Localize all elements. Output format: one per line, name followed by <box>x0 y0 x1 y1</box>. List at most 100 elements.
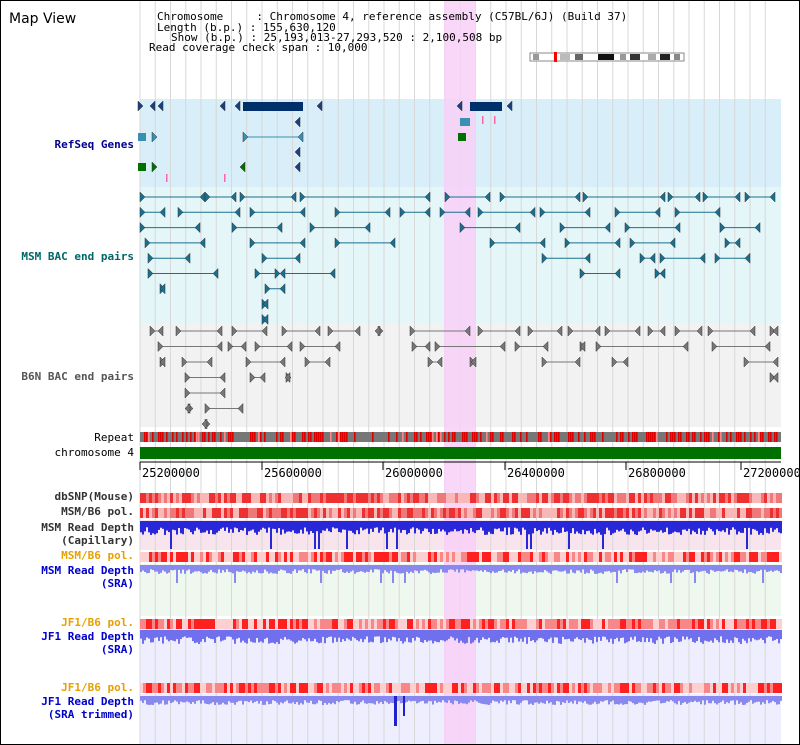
msm-cap-depth-bar <box>646 521 648 534</box>
jf1-pol2-heat-cell <box>545 683 548 693</box>
jf1-pol2-heat-cell <box>596 683 599 693</box>
msm-pol-heat-cell <box>731 508 734 518</box>
msm-bac-track-label[interactable]: MSM BAC end pairs <box>21 250 134 263</box>
repeat-element <box>538 432 540 442</box>
jf1-pol-heat-cell <box>632 619 635 629</box>
msm-bac-pair-end <box>604 221 611 234</box>
msm-cap-depth-bar <box>618 521 620 532</box>
msm-sra-depth-bar <box>312 565 314 570</box>
msm-pol-heat-cell <box>737 508 740 518</box>
msm-pol-heat-cell <box>317 508 320 518</box>
repeat-bar[interactable] <box>140 432 781 442</box>
jf1-depth-bar <box>508 630 510 643</box>
jf1-trim-depth-bar <box>374 696 376 705</box>
msm-cap-depth-label-1[interactable]: MSM Read Depth <box>41 521 134 534</box>
msm-sra-depth-bar <box>714 565 716 572</box>
msm-pol-heat-cell <box>578 508 581 518</box>
b6n-bac-track-label[interactable]: B6N BAC end pairs <box>21 370 134 383</box>
msm-sra-depth-bar <box>564 565 566 571</box>
msm-sra-depth-bar <box>216 565 218 574</box>
chromosome-bar[interactable] <box>140 447 781 459</box>
msm-sra-depth-bar <box>548 565 550 573</box>
jf1-depth-label-1[interactable]: JF1 Read Depth <box>41 630 134 643</box>
jf1-trim-depth-bar <box>388 696 390 704</box>
msm-pol-heat-cell <box>494 508 497 518</box>
msm-pol2-track-label[interactable]: MSM/B6 pol. <box>61 549 134 562</box>
msm-bac-features[interactable] <box>139 191 776 326</box>
msm-sra-depth-bar <box>372 565 374 573</box>
jf1-trim-depth-bar <box>422 696 424 701</box>
msm-pol-heat-cell <box>725 508 728 518</box>
dbsnp-heat-cell <box>512 493 515 503</box>
jf1-pol2-heat-cell <box>245 683 248 693</box>
refseq-gene-features[interactable] <box>137 100 513 182</box>
msm-bac-pair-end <box>230 191 237 203</box>
refseq-track-label[interactable]: RefSeq Genes <box>54 138 134 151</box>
jf1-pol2-heat-cell <box>464 683 467 693</box>
jf1-pol-heat-cell <box>545 619 548 629</box>
jf1-trim-depth-label-1[interactable]: JF1 Read Depth <box>41 695 134 708</box>
msm-pol2-heat-cell <box>374 552 377 562</box>
msm-pol-heat-cell <box>470 508 473 518</box>
jf1-trim-depth-bar <box>554 696 556 705</box>
jf1-depth-bar <box>588 630 590 640</box>
msm-pol-heat-cell <box>701 508 704 518</box>
msm-sra-depth-bar <box>458 565 460 573</box>
msm-pol2-heat-cell <box>479 552 482 562</box>
msm-sra-depth-label-1[interactable]: MSM Read Depth <box>41 564 134 577</box>
jf1-trim-depth-bar <box>532 696 534 705</box>
b6n-bac-pair-end <box>711 340 718 353</box>
jf1-pol-heat-cell <box>419 619 422 629</box>
msm-cap-depth-bar <box>456 521 458 532</box>
msm-pol2-heat-cell <box>530 552 533 562</box>
msm-pol2-heat-cell <box>752 552 755 562</box>
msm-cap-depth-bar <box>176 521 178 535</box>
repeat-element <box>670 432 672 442</box>
jf1-trim-depth-bar <box>210 696 212 704</box>
msm-sra-depth-bar <box>486 565 488 572</box>
chromosome-ideogram[interactable] <box>529 52 685 62</box>
jf1-trim-depth-bar <box>442 696 444 701</box>
msm-bac-pair-end <box>702 191 709 203</box>
b6n-bac-pair-end <box>579 340 586 353</box>
jf1-pol2-heat-cell <box>617 683 620 693</box>
jf1-trim-depth-bar <box>204 696 206 704</box>
msm-cap-depth-bar <box>238 521 240 533</box>
jf1-trim-depth-bar <box>490 696 492 704</box>
repeat-element <box>652 432 654 442</box>
jf1-pol2-heat-cell <box>200 683 203 693</box>
dbsnp-track-label[interactable]: dbSNP(Mouse) <box>54 490 134 503</box>
repeat-element <box>570 432 572 442</box>
repeat-element <box>152 432 154 442</box>
msm-sra-depth-bar <box>278 565 280 571</box>
msm-pol2-heat-cell <box>650 552 653 562</box>
msm-pol-heat-cell <box>251 508 254 518</box>
axis-tick-label: 25600000 <box>264 466 322 480</box>
gene-arrow <box>219 100 226 112</box>
repeat-element <box>310 432 312 442</box>
dbsnp-heat-cell <box>146 493 149 503</box>
jf1-depth-bar <box>488 630 490 638</box>
jf1-pol2-heat-cell <box>560 683 563 693</box>
msm-cap-depth-bar <box>550 521 552 531</box>
msm-pol-track-label[interactable]: MSM/B6 pol. <box>61 505 134 518</box>
jf1-pol2-heat-cell <box>230 683 233 693</box>
msm-pol-heat-cell <box>755 508 758 518</box>
b6n-bac-features[interactable] <box>149 325 779 430</box>
msm-cap-depth-bar <box>204 521 206 533</box>
msm-sra-depth-bar <box>632 565 634 570</box>
jf1-depth-bar <box>472 630 474 643</box>
msm-cap-depth-bar <box>652 521 654 531</box>
jf1-trim-depth-bar <box>568 696 570 703</box>
msm-pol-heat-cell <box>629 508 632 518</box>
dbsnp-heat-cell <box>650 493 653 503</box>
repeat-element <box>480 432 482 442</box>
jf1-pol-track-label[interactable]: JF1/B6 pol. <box>61 616 134 629</box>
dbsnp-heat-cell <box>479 493 482 503</box>
jf1-trim-depth-bar <box>424 696 426 704</box>
dbsnp-heat-cell <box>680 493 683 503</box>
jf1-pol2-track-label[interactable]: JF1/B6 pol. <box>61 681 134 694</box>
jf1-depth-bar <box>726 630 728 640</box>
dbsnp-heat-cell <box>230 493 233 503</box>
